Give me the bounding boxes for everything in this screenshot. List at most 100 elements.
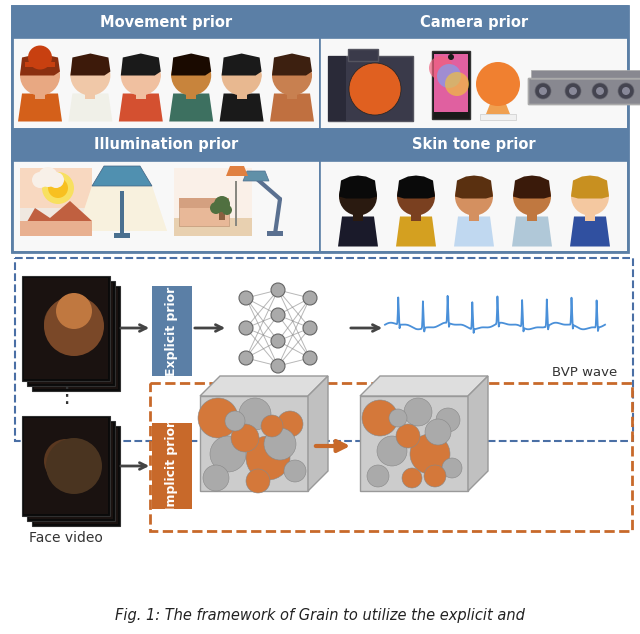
Bar xyxy=(174,168,252,236)
Circle shape xyxy=(239,398,271,430)
Bar xyxy=(12,38,320,129)
Bar xyxy=(152,423,192,509)
Bar xyxy=(320,129,628,161)
Circle shape xyxy=(44,439,88,483)
Bar xyxy=(320,38,628,129)
Circle shape xyxy=(396,424,420,448)
Polygon shape xyxy=(468,376,488,491)
Polygon shape xyxy=(226,166,248,176)
Circle shape xyxy=(32,172,48,188)
Circle shape xyxy=(284,460,306,482)
Bar xyxy=(22,276,110,381)
Circle shape xyxy=(271,359,285,373)
Circle shape xyxy=(271,283,285,297)
Circle shape xyxy=(303,321,317,335)
Circle shape xyxy=(277,411,303,437)
Bar xyxy=(24,418,108,514)
Polygon shape xyxy=(513,176,551,198)
Circle shape xyxy=(271,308,285,322)
Circle shape xyxy=(362,400,398,436)
Bar xyxy=(15,258,633,441)
Bar xyxy=(35,89,45,98)
Bar xyxy=(480,114,516,120)
Polygon shape xyxy=(360,376,488,396)
Circle shape xyxy=(304,72,312,79)
Circle shape xyxy=(437,64,461,88)
Circle shape xyxy=(455,178,493,216)
Circle shape xyxy=(198,398,238,438)
Circle shape xyxy=(20,56,60,96)
Bar xyxy=(320,161,628,252)
Bar xyxy=(20,221,92,236)
Polygon shape xyxy=(571,176,609,198)
Circle shape xyxy=(44,296,104,356)
Bar xyxy=(179,198,229,208)
Circle shape xyxy=(349,63,401,115)
Polygon shape xyxy=(68,93,113,122)
Polygon shape xyxy=(172,53,211,75)
Bar xyxy=(469,210,479,221)
Circle shape xyxy=(389,409,407,427)
Bar xyxy=(12,6,628,252)
Bar xyxy=(200,396,308,491)
Polygon shape xyxy=(20,53,60,75)
Bar xyxy=(12,129,320,161)
Circle shape xyxy=(42,172,74,204)
Circle shape xyxy=(70,56,111,96)
Bar xyxy=(360,396,468,491)
Circle shape xyxy=(596,87,604,95)
Bar xyxy=(12,6,320,38)
Circle shape xyxy=(54,311,98,355)
Circle shape xyxy=(442,458,462,478)
Text: Camera prior: Camera prior xyxy=(420,15,528,30)
Text: ⋮: ⋮ xyxy=(55,386,77,406)
Circle shape xyxy=(377,436,407,466)
Circle shape xyxy=(214,196,230,212)
Bar xyxy=(237,89,246,98)
Circle shape xyxy=(246,469,270,493)
Circle shape xyxy=(44,301,88,345)
Circle shape xyxy=(622,87,630,95)
Circle shape xyxy=(246,436,290,480)
Bar xyxy=(531,70,640,79)
Polygon shape xyxy=(512,216,552,247)
Text: Fig. 1: The framework of Grain to utilize the explicit and: Fig. 1: The framework of Grain to utiliz… xyxy=(115,608,525,623)
Bar xyxy=(20,168,92,236)
Circle shape xyxy=(70,72,79,79)
Circle shape xyxy=(264,428,296,460)
Bar xyxy=(320,6,628,38)
Circle shape xyxy=(28,46,52,70)
Circle shape xyxy=(339,178,377,216)
Polygon shape xyxy=(570,216,610,247)
Bar xyxy=(328,56,346,121)
Circle shape xyxy=(303,351,317,365)
Polygon shape xyxy=(397,176,435,198)
Bar xyxy=(120,191,124,236)
Bar xyxy=(528,78,640,104)
Bar xyxy=(186,89,196,98)
Circle shape xyxy=(272,56,312,96)
Circle shape xyxy=(225,411,245,431)
Circle shape xyxy=(367,81,383,97)
Circle shape xyxy=(203,465,229,491)
Polygon shape xyxy=(20,201,92,234)
Bar xyxy=(219,208,225,220)
Polygon shape xyxy=(221,53,262,75)
Circle shape xyxy=(410,434,450,474)
Circle shape xyxy=(445,72,469,96)
Circle shape xyxy=(303,291,317,305)
Circle shape xyxy=(172,72,179,79)
Circle shape xyxy=(535,83,551,99)
Circle shape xyxy=(271,334,285,348)
Polygon shape xyxy=(70,53,111,75)
Bar xyxy=(348,49,378,61)
Circle shape xyxy=(424,465,446,487)
Circle shape xyxy=(494,80,502,88)
Polygon shape xyxy=(18,93,62,122)
Bar xyxy=(27,281,115,386)
Circle shape xyxy=(425,419,451,445)
Text: Skin tone prior: Skin tone prior xyxy=(412,138,536,153)
Bar xyxy=(287,89,297,98)
Circle shape xyxy=(565,83,581,99)
Circle shape xyxy=(448,54,454,60)
